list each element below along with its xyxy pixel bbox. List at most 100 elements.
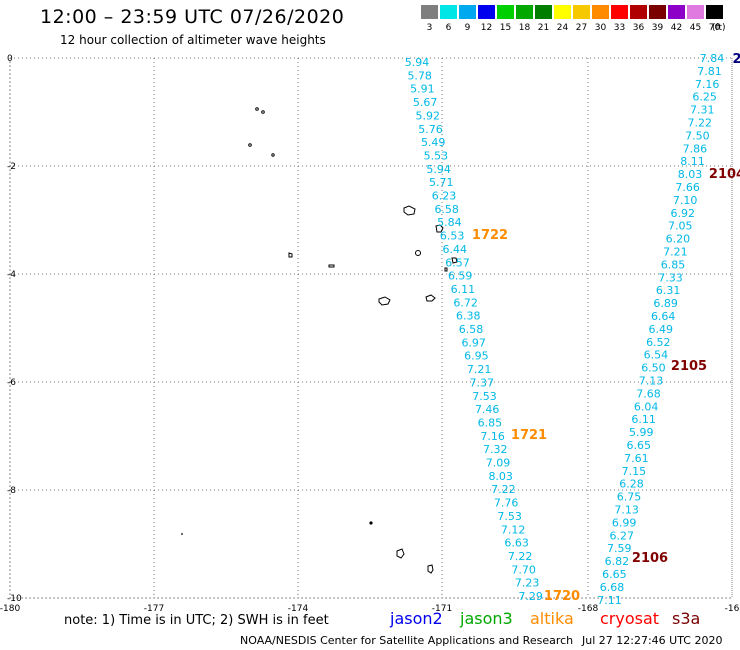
island-shape: [425, 294, 436, 302]
wave-height-label: 6.85: [478, 416, 503, 429]
wave-height-label: 6.28: [619, 478, 644, 491]
wave-height-label: 7.50: [685, 129, 710, 142]
longitude-tick: -180: [0, 604, 20, 614]
wave-height-label: 5.91: [410, 83, 435, 96]
wave-height-label: 7.13: [639, 375, 664, 388]
wave-height-label: 7.61: [624, 452, 649, 465]
legend-label: 21: [537, 23, 550, 33]
wave-height-label: 6.57: [445, 256, 470, 269]
island-shape: [328, 264, 335, 268]
satellite-label-cryosat: cryosat: [600, 609, 660, 628]
wave-height-label: 7.70: [511, 563, 536, 576]
wave-height-label: 7.12: [501, 523, 526, 536]
legend-swatch: [687, 5, 704, 19]
pass-time-label: 2104: [709, 167, 740, 182]
island-shape: [261, 110, 265, 114]
latitude-tick: -2: [7, 162, 16, 172]
wave-height-label: 7.23: [515, 577, 540, 590]
wave-height-label: 6.89: [653, 297, 678, 310]
wave-height-label: 6.75: [617, 491, 642, 504]
wave-height-label: 6.38: [456, 310, 481, 323]
wave-height-label: 6.04: [634, 400, 659, 413]
wave-height-label: 5.67: [413, 96, 438, 109]
wave-height-label: 6.68: [600, 581, 625, 594]
wave-height-label: 6.31: [656, 284, 681, 297]
wave-height-label: 7.32: [483, 443, 508, 456]
wave-height-color-legend: 3 6 9 12 15 18 21 24 27 30 33 36 39 42 45 70 (ft): [421, 5, 727, 35]
legend-swatch: [421, 5, 438, 19]
generated-timestamp: Jul 27 12:27:46 UTC 2020: [582, 634, 723, 647]
legend-label: 45: [689, 23, 702, 33]
wave-height-label: 7.16: [480, 430, 505, 443]
legend-label: 12: [480, 23, 493, 33]
legend-swatch: [630, 5, 647, 19]
wave-height-label: 6.49: [649, 323, 674, 336]
wave-height-label: 6.82: [605, 555, 630, 568]
wave-height-label: 6.11: [451, 283, 476, 296]
legend-unit: (ft): [712, 23, 726, 33]
wave-height-label: 7.81: [697, 65, 722, 78]
wave-height-label: 5.84: [437, 216, 462, 229]
island-shape: [248, 143, 252, 147]
longitude-tick: -171: [432, 604, 452, 614]
island-shape: [403, 205, 416, 216]
legend-swatch: [573, 5, 590, 19]
wave-height-label: 7.31: [690, 104, 715, 117]
wave-height-label: 7.15: [622, 465, 647, 478]
wave-height-label: 7.16: [695, 78, 720, 91]
wave-height-label: 6.20: [666, 233, 691, 246]
map-title: 12:00 – 23:59 UTC 07/26/2020: [40, 6, 345, 28]
pass-time-label: 2105: [671, 359, 707, 374]
wave-height-label: 7.53: [472, 390, 497, 403]
satellite-label-jason3: jason3: [460, 609, 513, 628]
wave-height-label: 7.66: [675, 181, 700, 194]
legend-label: 18: [518, 23, 531, 33]
wave-height-label: 5.94: [405, 56, 430, 69]
wave-height-label: 7.86: [683, 142, 708, 155]
latitude-tick: 0: [7, 54, 13, 64]
satellite-label-altika: altika: [530, 609, 574, 628]
wave-height-label: 5.49: [421, 136, 446, 149]
wave-height-label: 7.33: [658, 271, 683, 284]
lat-lon-grid: -180 -177 -174 -171 -168 -16 0 -2 -4 -6 -8 -10: [0, 54, 740, 614]
legend-swatch: [535, 5, 552, 19]
wave-height-label: 6.52: [646, 336, 671, 349]
wave-height-label: 6.58: [459, 323, 484, 336]
pass-time-label: 2: [732, 52, 740, 67]
wave-height-label: 5.92: [416, 109, 441, 122]
legend-label: 30: [594, 23, 607, 33]
island-shape: [378, 296, 391, 306]
legend-label: 42: [670, 23, 683, 33]
wave-height-label: 6.65: [602, 568, 627, 581]
latitude-tick: -8: [7, 486, 16, 496]
wave-height-label: 6.53: [440, 230, 465, 243]
wave-height-label: 5.76: [418, 123, 443, 136]
wave-height-label: 6.58: [434, 203, 459, 216]
pass-time-label: 1721: [511, 428, 547, 443]
wave-height-label: 6.23: [432, 190, 457, 203]
altimeter-tracks: 5.945.785.915.675.925.765.495.535.945.71…: [405, 52, 740, 607]
satellite-label-s3a: s3a: [672, 609, 701, 628]
legend-label: 36: [632, 23, 645, 33]
island-shape: [415, 250, 421, 256]
satellite-label-jason2: jason2: [390, 609, 443, 628]
wave-height-label: 7.05: [668, 220, 693, 233]
wave-height-label: 7.22: [508, 550, 533, 563]
wave-height-label: 6.64: [651, 310, 676, 323]
wave-height-label: 6.50: [641, 362, 666, 375]
longitude-tick: -177: [144, 604, 164, 614]
legend-label: 3: [426, 23, 433, 33]
wave-height-label: 6.92: [670, 207, 695, 220]
legend-swatch: [478, 5, 495, 19]
wave-height-label: 6.27: [609, 529, 634, 542]
legend-swatch: [706, 5, 723, 19]
latitude-tick: -6: [7, 378, 16, 388]
legend-label: 15: [499, 23, 512, 33]
legend-label: 24: [556, 23, 569, 33]
legend-swatch: [668, 5, 685, 19]
wave-height-label: 6.25: [692, 91, 717, 104]
map-note: note: 1) Time is in UTC; 2) SWH is in fe…: [64, 613, 329, 628]
legend-swatch: [459, 5, 476, 19]
wave-height-label: 7.21: [663, 246, 688, 259]
